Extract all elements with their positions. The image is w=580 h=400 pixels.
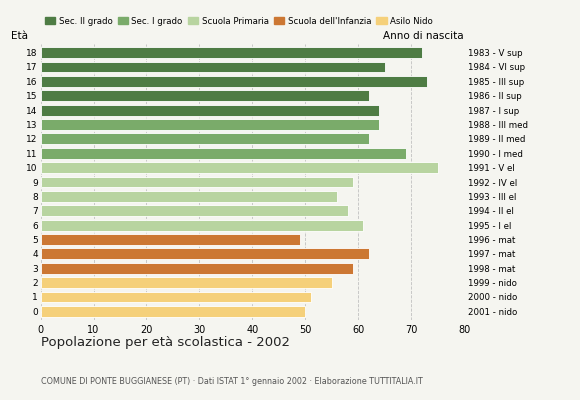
Bar: [41, 292, 310, 302]
Bar: [41, 148, 406, 159]
Text: Anno di nascita: Anno di nascita: [383, 31, 464, 41]
Legend: Sec. II grado, Sec. I grado, Scuola Primaria, Scuola dell'Infanzia, Asilo Nido: Sec. II grado, Sec. I grado, Scuola Prim…: [45, 16, 433, 26]
Bar: [41, 248, 369, 259]
Bar: [41, 119, 379, 130]
Bar: [41, 47, 422, 58]
Bar: [41, 62, 385, 72]
Bar: [41, 162, 437, 173]
Bar: [41, 277, 332, 288]
Bar: [41, 76, 427, 87]
Bar: [41, 105, 379, 116]
Text: Età: Età: [11, 31, 28, 41]
Bar: [41, 177, 353, 187]
Bar: [41, 263, 353, 274]
Bar: [41, 306, 305, 317]
Text: COMUNE DI PONTE BUGGIANESE (PT) · Dati ISTAT 1° gennaio 2002 · Elaborazione TUTT: COMUNE DI PONTE BUGGIANESE (PT) · Dati I…: [41, 377, 422, 386]
Bar: [41, 205, 347, 216]
Bar: [41, 220, 364, 230]
Bar: [41, 234, 300, 245]
Bar: [41, 191, 337, 202]
Bar: [41, 134, 369, 144]
Bar: [41, 90, 369, 101]
Text: Popolazione per età scolastica - 2002: Popolazione per età scolastica - 2002: [41, 336, 289, 349]
